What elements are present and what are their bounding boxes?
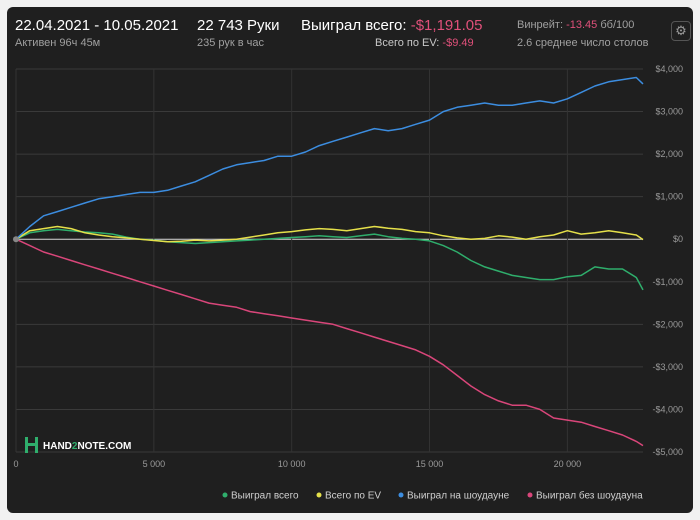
chart-grid — [15, 68, 643, 453]
y-tick-label: -$1,000 — [652, 277, 683, 287]
legend-label[interactable]: Выиграл на шоудауне — [407, 491, 510, 502]
legend-label[interactable]: Выиграл всего — [231, 491, 299, 502]
winrate-value: -13.45 — [566, 19, 598, 31]
chart-series — [13, 76, 644, 447]
legend-label[interactable]: Всего по EV — [325, 491, 381, 502]
y-tick-label: $2,000 — [655, 149, 683, 159]
series-line-3 — [15, 238, 644, 447]
x-tick-label: 0 — [13, 459, 18, 469]
winrate: Винрейт: -13.45 бб/100 — [517, 19, 634, 31]
legend-marker — [398, 492, 404, 498]
winrate-label: Винрейт: — [517, 19, 564, 31]
ev-total-value: -$9.49 — [442, 37, 474, 49]
start-point — [13, 236, 19, 243]
hands-count: 22 743 Руки — [197, 17, 280, 34]
legend-marker — [527, 492, 533, 498]
series-line-0 — [15, 228, 644, 291]
active-time: Активен 96ч 45м — [15, 37, 101, 49]
legend-marker — [222, 492, 228, 498]
date-range: 22.04.2021 - 10.05.2021 — [15, 17, 179, 34]
y-tick-label: $1,000 — [655, 192, 683, 202]
chart-legend: Выиграл всего Всего по EV Выиграл на шоуда… — [222, 490, 643, 502]
legend-label[interactable]: Выиграл без шоудауна — [536, 490, 643, 502]
y-tick-label: $3,000 — [655, 107, 683, 117]
settings-gear-icon[interactable]: ⚙ — [671, 21, 691, 41]
ev-total-label: Всего по EV: — [375, 37, 440, 49]
won-total: Выиграл всего: -$1,191.05 — [301, 17, 482, 34]
y-tick-label: $0 — [673, 234, 683, 244]
y-tick-label: -$4,000 — [652, 404, 683, 414]
x-tick-label: 10 000 — [278, 459, 306, 469]
svg-text:HAND2NOTE.COM: HAND2NOTE.COM — [43, 441, 131, 452]
y-tick-label: -$2,000 — [652, 319, 683, 329]
legend-marker — [316, 492, 322, 498]
y-tick-label: -$5,000 — [652, 447, 683, 457]
won-total-label: Выиграл всего: — [301, 17, 407, 34]
y-axis-ticks: $4,000 $3,000 $2,000 $1,000 $0 -$1,000 -$2,000… — [652, 64, 683, 457]
hand2note-logo: HAND2NOTE.COM — [25, 437, 131, 453]
winrate-unit: бб/100 — [600, 19, 635, 31]
x-tick-label: 20 000 — [554, 459, 582, 469]
won-total-value: -$1,191.05 — [410, 17, 483, 34]
x-tick-label: 5 000 — [143, 459, 166, 469]
ev-total: Всего по EV: -$9.49 — [375, 37, 474, 49]
y-tick-label: -$3,000 — [652, 362, 683, 372]
x-tick-label: 15 000 — [416, 459, 444, 469]
bankroll-chart: $4,000 $3,000 $2,000 $1,000 $0 -$1,000 -$2,000… — [13, 64, 683, 502]
series-line-1 — [15, 225, 644, 243]
graph-panel: 22.04.2021 - 10.05.2021 Активен 96ч 45м … — [7, 7, 693, 513]
series-line-2 — [15, 76, 644, 240]
avg-tables: 2.6 среднее число столов — [517, 37, 649, 49]
x-axis-ticks: 0 5 000 10 000 15 000 20 000 — [13, 459, 581, 469]
hands-per-hour: 235 рук в час — [197, 37, 265, 49]
y-tick-label: $4,000 — [655, 64, 683, 74]
